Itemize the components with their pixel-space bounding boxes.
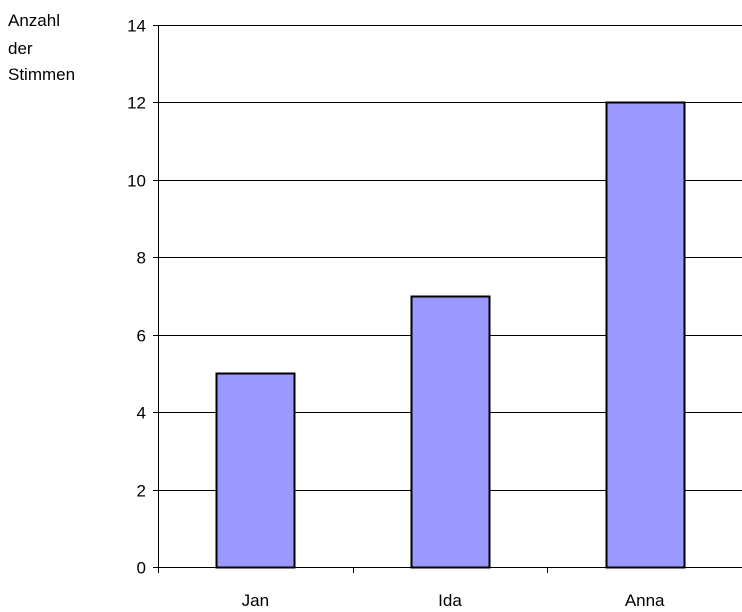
bar-jan — [215, 372, 296, 569]
y-axis-label-line-3: Stimmen — [8, 65, 76, 84]
y-axis-label-line-2: der — [8, 39, 33, 58]
y-axis-label-line-1: Anzahl — [8, 11, 60, 30]
y-tick-label-12: 12 — [127, 94, 146, 113]
y-tick-label-4: 4 — [137, 404, 146, 423]
x-tick-label-anna: Anna — [625, 591, 665, 610]
x-tick-label-jan: Jan — [242, 591, 269, 610]
y-tick-label-14: 14 — [127, 17, 146, 36]
y-tick-label-0: 0 — [137, 559, 146, 578]
y-tick-label-6: 6 — [137, 327, 146, 346]
bar-anna — [605, 101, 686, 569]
y-tick-label-2: 2 — [137, 482, 146, 501]
y-tick-label-8: 8 — [137, 249, 146, 268]
y-tick-label-10: 10 — [127, 172, 146, 191]
x-tick-label-ida: Ida — [438, 591, 462, 610]
bar-ida — [410, 295, 491, 569]
